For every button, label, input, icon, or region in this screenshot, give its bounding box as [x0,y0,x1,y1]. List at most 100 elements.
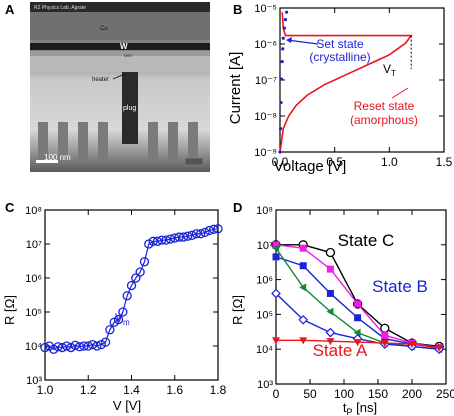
heater-arrow [112,73,126,80]
chart-b-set-arrowhead [286,37,292,43]
panel-label-c: C [5,200,15,215]
cu-layer [30,12,210,40]
chart-c-point [83,341,93,351]
chart-d-ytick-label: 10⁸ [256,205,273,217]
chart-b-xtick-label: 1.0 [381,155,398,169]
chart-b-frame [279,7,445,153]
chart-d-ytick-label: 10⁵ [256,309,273,321]
chart-b-set-point [281,47,285,51]
chart-d-point [299,283,307,292]
chart-c-point [200,227,210,238]
chart-b-set-point [283,18,288,22]
chart-d-point [299,244,307,252]
chart-d-point [353,339,362,347]
chart-c-point [170,233,180,243]
chart-d-point [272,337,280,345]
chart-c-point [139,257,150,267]
chart-c-xtick-label: 1.6 [166,383,183,397]
chart-c-point [79,341,89,351]
chart-c-point [157,235,167,245]
chart-d-ytick-label: 10⁴ [256,344,273,356]
chart-c-point [92,341,102,351]
chart-d-point [353,328,361,337]
label-plug: plug [123,105,136,112]
chart-d-point [326,307,334,316]
chart-d-ylabel: R [Ω] [230,295,245,325]
chart-b-set-point [278,126,283,131]
chart-d-ytick-label: 10³ [257,379,273,391]
chart-d-point [354,300,362,308]
chart-b-set-point [280,77,284,81]
chart-b-xtick-label: 0.0 [272,155,289,169]
chart-c-point [105,325,115,335]
chart-c-line [44,228,219,351]
chart-d-xtick-label: 50 [303,387,317,401]
chart-c-point [126,280,137,291]
scalebar-label: 100 nm [44,153,71,162]
chart-c-xlabel: V [V] [113,398,141,413]
chart-c-point [161,235,171,245]
chart-d-point [325,327,336,338]
chart-d-point [299,337,308,345]
chart-b-set-sublabel: (crystalline) [309,50,370,64]
chart-c-xtick-label: 1.0 [37,383,54,397]
label-cu: Cu [100,26,108,32]
chart-c-point [118,307,128,317]
logo-mark [184,157,204,166]
chart-b-set-point [284,10,289,14]
chart-d-xtick-label: 150 [368,387,388,401]
chart-c-ytick-label: 10⁵ [25,307,42,319]
chart-c-ytick-label: 10⁷ [26,239,42,251]
chart-b-ytick-label: 10⁻⁷ [255,75,277,87]
plug-structure [122,72,138,144]
chart-b-set-point [278,150,282,154]
micrograph-drawing: R2 Physics Lab, Agrate Cu W GST heater p… [30,2,210,172]
chart-d-point [408,341,416,349]
label-heater: heater [92,77,109,83]
chart-c-xtick-label: 1.2 [80,383,97,397]
tem-micrograph: R2 Physics Lab, Agrate Cu W GST heater p… [30,2,210,172]
chart-d-point [298,314,309,325]
chart-b-xtick-label: 1.5 [436,155,453,169]
chart-d-point [380,340,389,348]
chart-d-point [272,241,280,249]
chart-d-point [325,247,336,258]
chart-b-ytick-label: 10⁻⁹ [254,147,277,159]
chart-c-ylabel: R [Ω] [2,295,17,325]
chart-b-reset-pointer [391,87,409,99]
panel-label-d: D [233,200,243,215]
chart-b-set-point [281,36,285,40]
chart-c-point [196,229,206,239]
chart-c-xtick-label: 1.8 [210,383,227,397]
gst-layer [30,51,210,56]
chart-d-ytick-label: 10⁷ [257,240,273,252]
chart-c-point [213,224,223,234]
chart-d-point [435,344,444,352]
chart-b-set-point [280,60,284,64]
chart-d-point [271,288,281,299]
chart-c-point [178,232,189,242]
chart-c-ytick-label: 10⁶ [25,273,42,285]
chart-d-xlabel: tP [ns] [343,400,377,416]
chart-b-xlabel: Voltage [V] [274,158,347,175]
chart-c-vm-label: Vm [115,311,130,327]
chart-d-point [272,244,279,253]
chart-c-point [204,225,215,236]
chart-c-point [131,273,141,283]
chart-d-xtick-label: 100 [334,387,354,401]
chart-b-vt-label: VT [383,62,396,78]
chart-b-ytick-label: 10⁻⁸ [254,111,277,123]
chart-b-ylabel: Current [A] [227,52,244,125]
micrograph-header: R2 Physics Lab, Agrate [34,5,86,11]
chart-c-point [183,231,193,241]
chart-c-point [87,339,98,350]
chart-c-point [100,337,111,347]
chart-b-reset-curve [279,12,413,153]
chart-d-point [326,265,334,273]
chart-b-set-arrow [286,39,319,45]
chart-b-reset-sublabel: (amorphous) [350,113,418,127]
chart-c-point [70,340,80,350]
chart-d-state-c-label: State C [338,231,395,250]
chart-d-point [299,262,307,270]
